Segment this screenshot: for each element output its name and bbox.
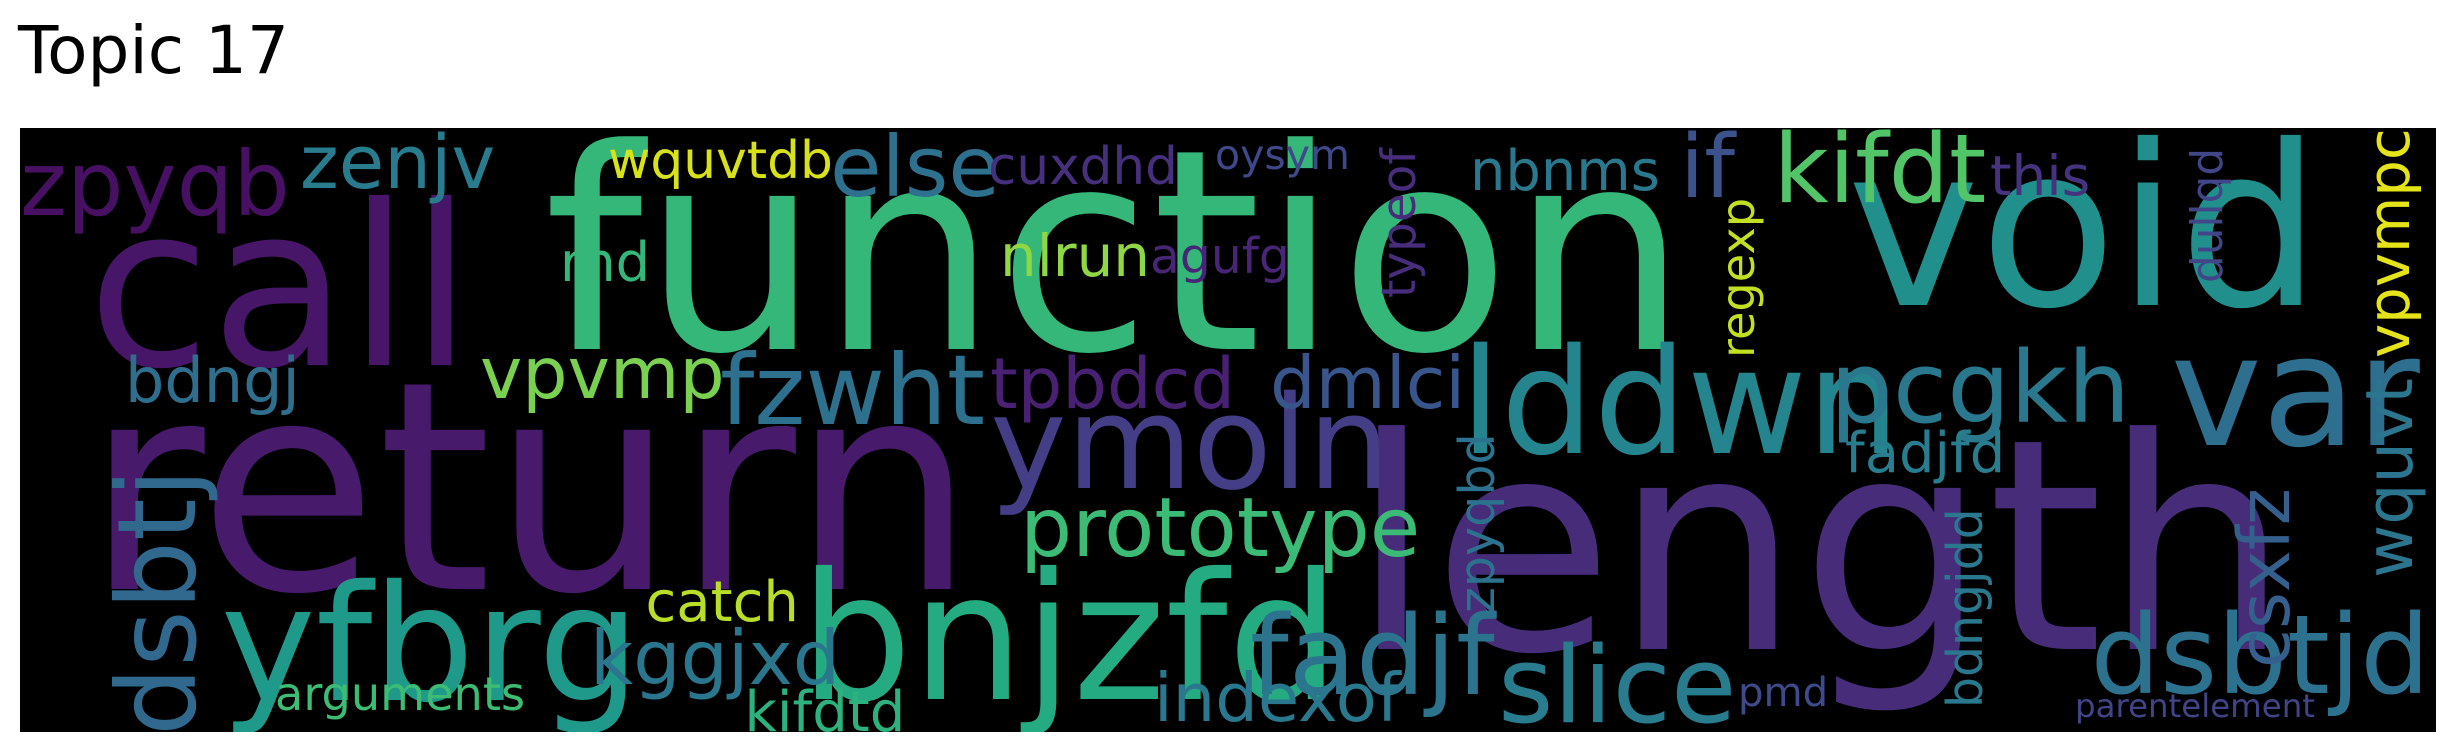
word-fzwht: fzwht [720, 334, 986, 447]
word-oysym: oysym [1215, 131, 1350, 179]
word-arguments: arguments [275, 667, 526, 721]
topic-title: Topic 17 [18, 12, 289, 89]
word-void: void [1847, 128, 2322, 358]
word-csxfz: csxfz [2222, 488, 2306, 668]
word-dmlci: dmlci [1270, 341, 1466, 425]
word-parentelement: parentelement [2075, 687, 2315, 725]
word-wquvtdb: wquvtdb [608, 131, 833, 191]
word-length: length [1350, 375, 2290, 719]
word-dsbtj: dsbtj [93, 467, 221, 732]
word-nbnms: nbnms [1470, 139, 1660, 204]
word-slice: slice [1498, 623, 1737, 732]
word-nlrun: nlrun [1000, 222, 1150, 290]
word-this: this [1990, 143, 2091, 208]
word-yfbrg: yfbrg [220, 551, 640, 732]
word-else: else [830, 128, 1000, 216]
word-pcgkh: pcgkh [1830, 330, 2131, 446]
word-call: call [87, 157, 473, 418]
word-bnjzfd: bnjzfd [800, 535, 1340, 732]
word-kggjxd: kggjxd [590, 614, 841, 702]
word-tpbdcd: tpbdcd [990, 342, 1236, 425]
word-agufg: agufg [1150, 227, 1290, 285]
word-typeof: typeof [1371, 148, 1427, 298]
word-lddwn: lddwn [1460, 316, 1900, 488]
word-zenjv: zenjv [300, 128, 496, 206]
word-cuxdhd: cuxdhd [988, 137, 1178, 197]
word-return: return [85, 318, 976, 658]
word-kifdt: kifdt [1773, 128, 1987, 225]
word-pmd: pmd [1738, 670, 1829, 716]
word-ymoln: ymoln [990, 367, 1390, 519]
word-zpyqb: zpyqb [20, 133, 291, 237]
word-dullqd: dullqd [2181, 147, 2233, 283]
word-indexof: indexof [1154, 658, 1401, 732]
word-wquvt: wquvt [2352, 378, 2428, 578]
word-function: function [544, 128, 1688, 416]
word-bdngj: bdngj [125, 344, 300, 417]
word-cloud: function void return length call lddwn y… [20, 128, 2436, 732]
word-vpvmpc: vpvmpc [2355, 128, 2423, 358]
word-regexp: regexp [1710, 197, 1765, 358]
word-prototype: prototype [1020, 481, 1421, 576]
word-rnd: rnd [560, 231, 651, 294]
word-fadjf: fadjf [1250, 592, 1495, 720]
word-fadjfd: fadjfd [1845, 421, 2006, 486]
word-dsbtjd: dsbtjd [2090, 590, 2430, 719]
word-kifdtd: kifdtd [744, 680, 906, 733]
word-var: var [2170, 303, 2420, 482]
word-bdngjdd: bdngjdd [1936, 508, 1994, 708]
word-vpvmp: vpvmp [480, 331, 725, 415]
word-zpyqbd: zpyqbd [1448, 433, 1506, 613]
word-if: if [1680, 128, 1736, 218]
word-catch: catch [645, 570, 799, 635]
